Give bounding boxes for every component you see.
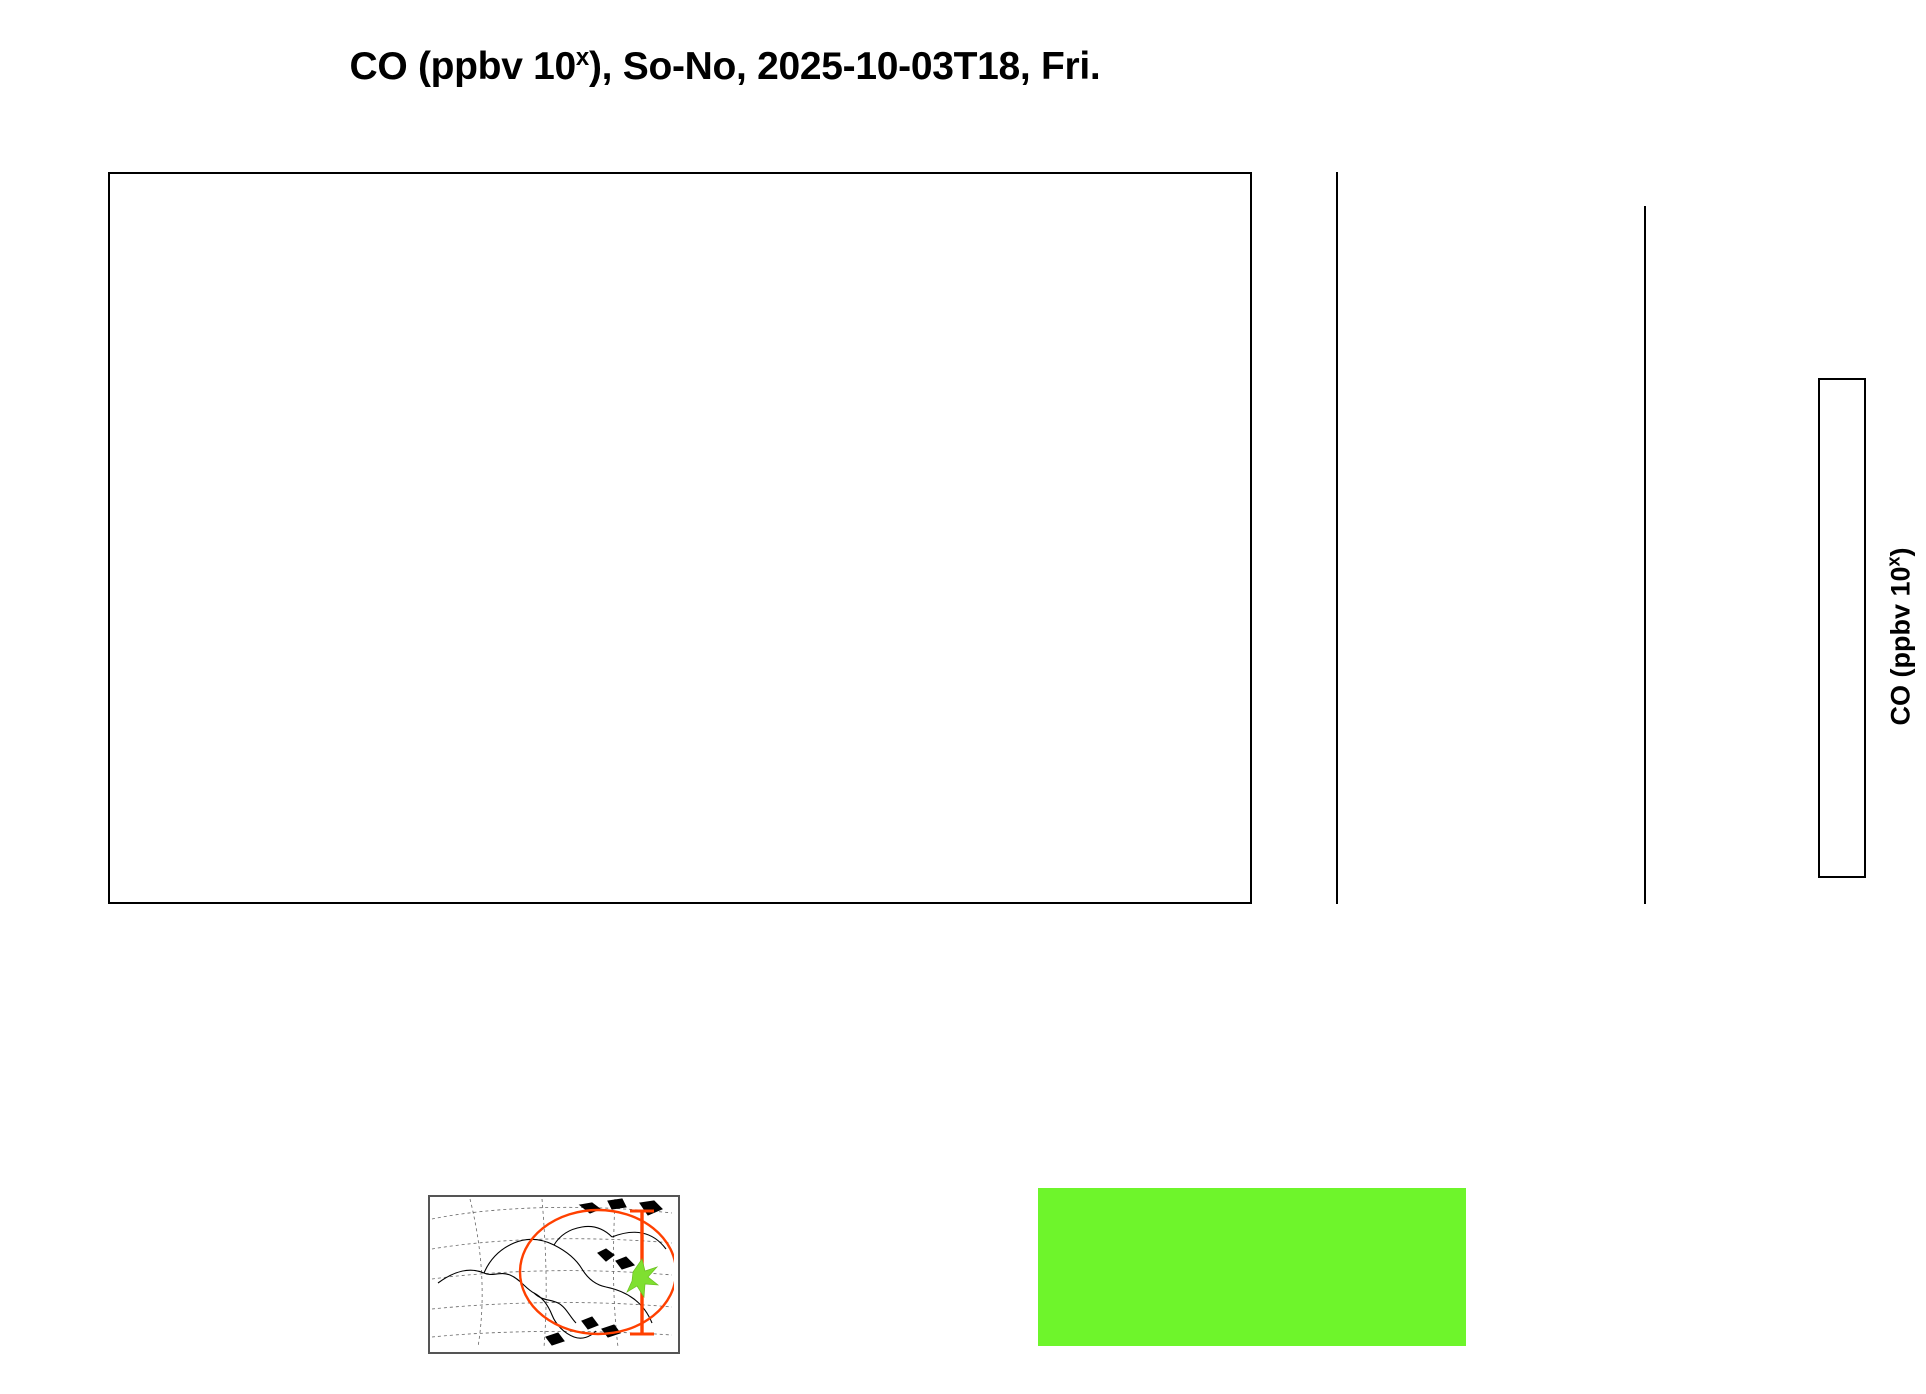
cross-section-plot[interactable]	[108, 172, 1252, 904]
page-title: CO (ppbv 10x), So-No, 2025-10-03T18, Fri…	[0, 44, 1450, 89]
z-km-axis-line	[1336, 172, 1338, 904]
plot-canvas	[110, 174, 1250, 902]
colorbar-title: CO (ppbv 10x)	[1883, 547, 1916, 726]
colorbar[interactable]	[1818, 378, 1866, 878]
title-text: CO (ppbv 10x), So-No, 2025-10-03T18, Fri…	[349, 44, 1101, 88]
station-star-icon	[626, 1258, 660, 1299]
inset-map-canvas	[431, 1198, 678, 1348]
inset-location-map[interactable]	[428, 1195, 680, 1354]
z-kft-axis-line	[1644, 206, 1646, 904]
legend-box[interactable]	[1038, 1188, 1466, 1346]
